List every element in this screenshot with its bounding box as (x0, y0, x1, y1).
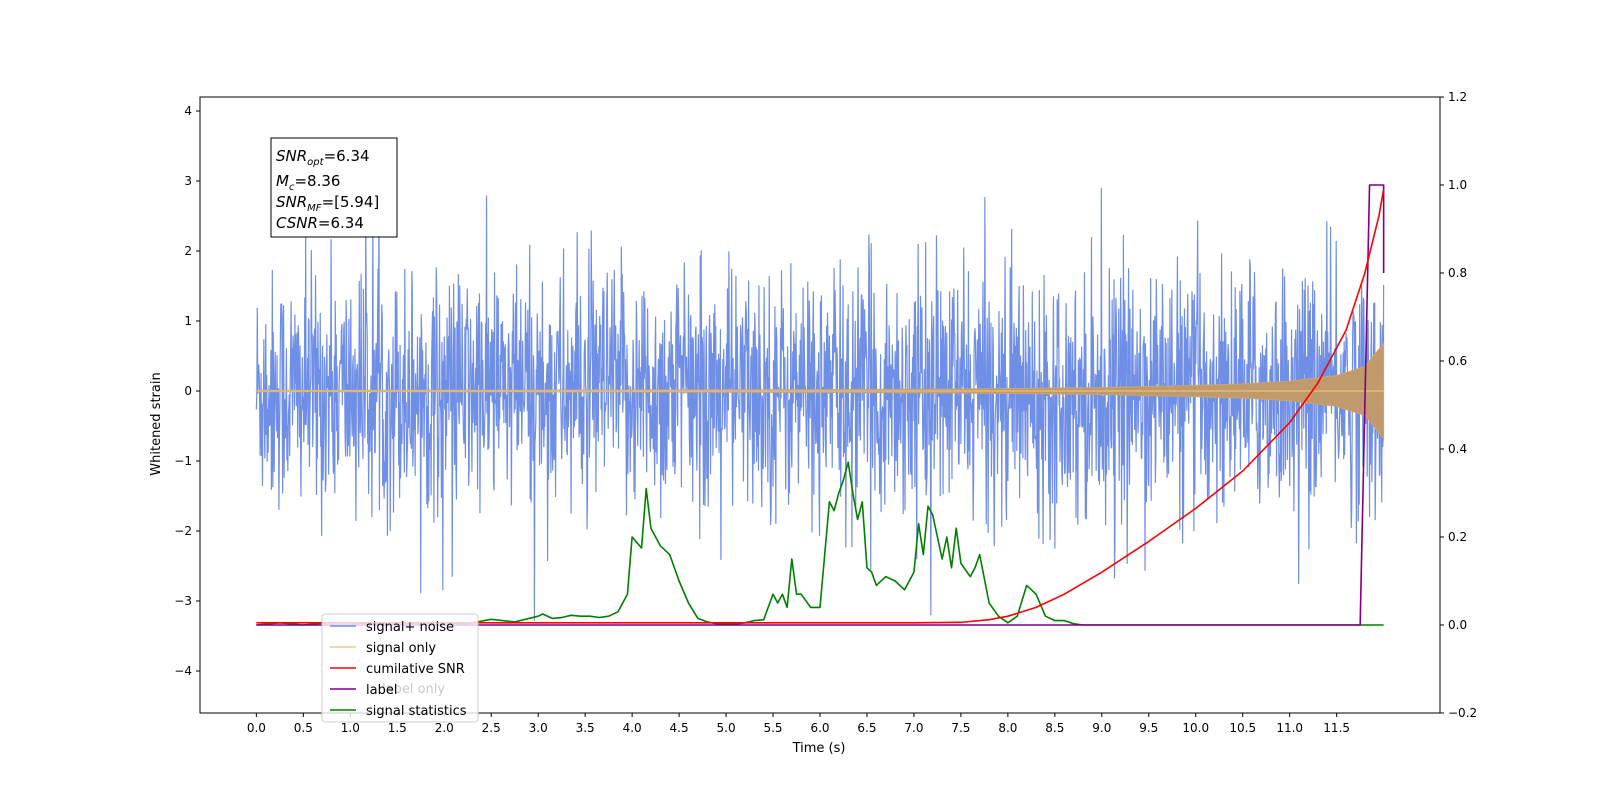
y-tick-label-right: 0.0 (1448, 618, 1467, 632)
x-tick-label: 0.0 (247, 721, 266, 735)
x-tick-label: 6.5 (857, 721, 876, 735)
x-tick-label: 2.5 (482, 721, 501, 735)
legend-occluded-text: label only (382, 682, 445, 697)
stat-mc: Mc=8.36 (276, 172, 340, 193)
x-tick-label: 0.5 (294, 721, 313, 735)
legend-label-signal-noise: signal+ noise (366, 620, 454, 635)
series-signal-statistics-line (256, 461, 1384, 626)
x-tick-label: 1.5 (388, 721, 407, 735)
x-tick-label: 4.0 (623, 721, 642, 735)
x-tick-label: 7.0 (904, 721, 923, 735)
stat-snr-opt: SNRopt=6.34 (276, 147, 370, 168)
x-tick-label: 8.5 (1045, 721, 1064, 735)
x-tick-label: 1.0 (341, 721, 360, 735)
y-tick-label-left: 0 (184, 384, 192, 398)
x-tick-label: 9.0 (1092, 721, 1111, 735)
x-tick-label: 11.0 (1276, 721, 1303, 735)
series-label-line (256, 184, 1385, 626)
legend-label-cumulative-snr: cumilative SNR (366, 662, 465, 677)
x-tick-label: 9.5 (1139, 721, 1158, 735)
y-tick-label-left: −4 (174, 664, 192, 678)
y-tick-label-right: −0.2 (1448, 706, 1477, 720)
x-tick-label: 11.5 (1323, 721, 1350, 735)
y-tick-label-left: 1 (184, 314, 192, 328)
x-tick-label: 8.0 (998, 721, 1017, 735)
x-tick-label: 7.5 (951, 721, 970, 735)
x-tick-label: 10.5 (1229, 721, 1256, 735)
y-tick-label-right: 0.6 (1448, 354, 1467, 368)
y-tick-label-left: 2 (184, 244, 192, 258)
x-tick-label: 5.5 (763, 721, 782, 735)
y-tick-label-right: 0.4 (1448, 442, 1467, 456)
x-axis-label: Time (s) (792, 741, 846, 756)
x-tick-label: 5.0 (717, 721, 736, 735)
x-tick-label: 3.0 (529, 721, 548, 735)
legend-label-signal-statistics: signal statistics (366, 704, 467, 719)
y-tick-label-right: 1.0 (1448, 178, 1467, 192)
series-signal-noise-line (255, 163, 1385, 621)
legend: label only signal+ noise signal only cum… (321, 613, 479, 723)
x-tick-label: 2.0 (435, 721, 454, 735)
y-tick-label-right: 1.2 (1448, 90, 1467, 104)
x-tick-label: 3.5 (576, 721, 595, 735)
stats-box: SNRopt=6.34 Mc=8.36 SNRMF=[5.94] CSNR=6.… (270, 137, 398, 238)
y-tick-label-right: 0.8 (1448, 266, 1467, 280)
stat-snr-mf: SNRMF=[5.94] (276, 193, 379, 214)
y-tick-label-left: −1 (174, 454, 192, 468)
y-tick-label-right: 0.2 (1448, 530, 1467, 544)
series-cumulative-snr-line (256, 189, 1385, 624)
stat-csnr: CSNR=6.34 (276, 214, 364, 232)
x-tick-label: 4.5 (670, 721, 689, 735)
y-axis-label: Whitened strain (149, 372, 164, 475)
axes: 0.0 0.5 1.0 1.5 2.0 2.5 3.0 3.5 4.0 4.5 5.0 5.5 6.0 6… (174, 90, 1477, 735)
legend-label-signal-only: signal only (366, 641, 436, 656)
y-tick-label-left: −3 (174, 594, 192, 608)
legend-label-label: label (366, 683, 397, 698)
y-tick-label-left: −2 (174, 524, 192, 538)
x-tick-label: 6.0 (810, 721, 829, 735)
plot-area (255, 163, 1385, 626)
y-tick-label-left: 3 (184, 174, 192, 188)
y-tick-label-left: 4 (184, 104, 192, 118)
x-tick-label: 10.0 (1182, 721, 1209, 735)
